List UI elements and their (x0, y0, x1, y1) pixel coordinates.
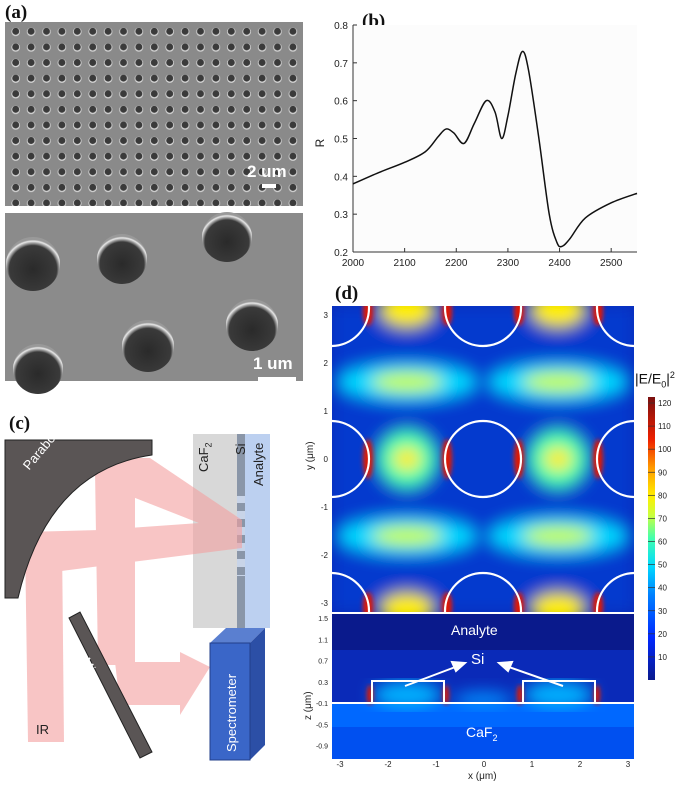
y-tick-label-d: 1 (324, 407, 329, 416)
si-pillar-outlines (371, 680, 596, 704)
panel-a-label: (a) (5, 2, 28, 23)
caf2-field-label: CaF2 (466, 724, 498, 743)
z-tick-label-d: -0.5 (316, 722, 328, 729)
xy-field-map (332, 306, 634, 612)
y-tick-label-d: 0 (324, 455, 329, 464)
colorbar-tick-label: 10 (658, 653, 667, 662)
x-tick-label-d: 3 (626, 760, 631, 769)
colorbar-tick-label: 110 (658, 422, 671, 431)
y-tick-label-d: 3 (324, 311, 329, 320)
ir-label: IR (36, 722, 49, 737)
si-layer (237, 434, 245, 628)
y-tick-label-d: -3 (321, 599, 329, 608)
z-axis-label-d: z (μm) (303, 691, 314, 720)
colorbar-tick-label: 90 (658, 468, 667, 477)
x-tick-label-d: 0 (482, 760, 487, 769)
scale-label-bottom: 1 um (253, 354, 293, 373)
x-tick-label: 2400 (548, 258, 571, 269)
caf2-label: CaF2 (196, 442, 214, 472)
y-tick-label: 0.8 (334, 21, 348, 32)
y-tick-label: 0.2 (334, 248, 348, 259)
x-tick-label: 2200 (445, 258, 468, 269)
x-tick-label: 2300 (497, 258, 520, 269)
colorbar-tick-label: 80 (658, 491, 667, 500)
y-tick-label-d: 2 (324, 359, 329, 368)
hole-outlines (332, 306, 634, 612)
y-axis-label-d: y (μm) (305, 441, 316, 470)
y-tick-label: 0.3 (334, 210, 348, 221)
colorbar-tick-label: 60 (658, 538, 667, 547)
colorbar-tick-label: 70 (658, 514, 667, 523)
si-label: Si (233, 443, 248, 455)
colorbar (648, 397, 655, 680)
x-tick-label: 2100 (394, 258, 417, 269)
scale-bar-top (262, 184, 276, 188)
x-tick-label: 2500 (600, 258, 623, 269)
si-field-label: Si (471, 651, 485, 668)
z-tick-label-d: 0.3 (318, 680, 328, 687)
y-tick-label-d: -2 (321, 551, 329, 560)
ir-beam (25, 458, 242, 742)
y-tick-label: 0.4 (334, 172, 348, 183)
y-tick-label-d: -1 (321, 503, 329, 512)
colorbar-tick-label: 20 (658, 630, 667, 639)
analyte-label: Analyte (251, 442, 266, 486)
panel-d-label: (d) (335, 283, 359, 304)
si-pillars (237, 434, 245, 628)
si-arrows (404, 660, 468, 687)
x-axis-label-d: x (μm) (468, 771, 497, 782)
z-tick-label-d: -0.1 (316, 701, 328, 708)
y-tick-label: 0.7 (334, 59, 348, 70)
x-tick-label-d: 2 (578, 760, 583, 769)
x-tick-label-d: 1 (530, 760, 535, 769)
colorbar-tick-label: 100 (658, 445, 672, 454)
colorbar-title: |E/E0|2 (635, 370, 675, 390)
z-tick-label-d: 1.5 (318, 616, 328, 623)
x-tick-label: 2000 (342, 258, 365, 269)
y-tick-label: 0.6 (334, 97, 348, 108)
panel-b-label: (b) (362, 11, 386, 32)
series-line-R (352, 50, 638, 248)
analyte-field-label: Analyte (451, 622, 498, 638)
flat-mirror (68, 611, 153, 759)
sem-large-holes (6, 212, 278, 394)
x-tick-label-d: -3 (336, 760, 344, 769)
z-tick-label-d: -0.9 (316, 744, 328, 751)
colorbar-tick-label: 50 (658, 561, 667, 570)
colorbar-tick-label: 120 (658, 399, 672, 408)
mirror-label: Mirror (78, 655, 108, 693)
spectrometer-label: Spectrometer (224, 673, 239, 752)
x-tick-label-d: -1 (432, 760, 440, 769)
y-tick-label: 0.5 (334, 135, 348, 146)
colorbar-tick-label: 30 (658, 607, 667, 616)
scale-bar-bottom (258, 377, 296, 381)
scale-label-top: 2 um (247, 162, 287, 181)
y-axis-label: R (313, 138, 327, 147)
panel-c-label: (c) (9, 413, 31, 434)
colorbar-tick-label: 40 (658, 584, 667, 593)
z-tick-label-d: 1.1 (318, 637, 328, 644)
x-tick-label-d: -2 (384, 760, 392, 769)
z-tick-label-d: 0.7 (318, 659, 328, 666)
